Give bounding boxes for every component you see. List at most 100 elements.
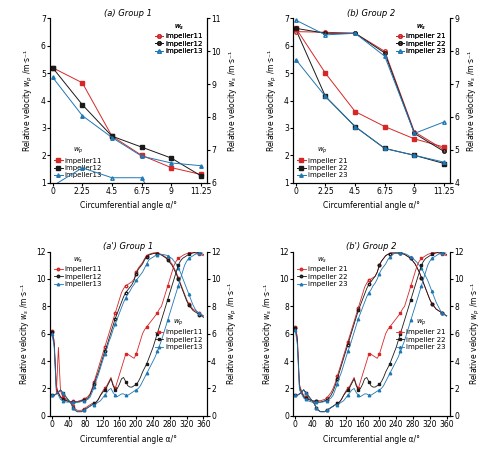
Line: impeller 22: impeller 22 (294, 28, 446, 165)
impeller 21 (441, 144, 447, 150)
impeller 22 (322, 94, 328, 99)
impeller13 (198, 265, 204, 271)
impeller 21 (309, 398, 315, 403)
impeller12 (190, 308, 196, 313)
impeller12 (127, 285, 133, 290)
impeller 22 (293, 25, 299, 31)
impeller12 (192, 249, 198, 255)
Line: impeller11: impeller11 (51, 66, 203, 176)
impeller11 (127, 280, 133, 286)
impeller 22 (370, 384, 376, 390)
Y-axis label: Relative velocity $w_p$ /m·s⁻¹: Relative velocity $w_p$ /m·s⁻¹ (470, 282, 482, 385)
impeller11 (190, 249, 196, 255)
impeller 23 (412, 152, 418, 158)
impeller 23 (424, 262, 430, 268)
X-axis label: Circumferential angle α/°: Circumferential angle α/° (323, 435, 420, 444)
impeller13 (138, 153, 144, 159)
Line: impeller 21: impeller 21 (294, 252, 448, 402)
Line: impeller 21: impeller 21 (294, 251, 448, 413)
impeller13 (188, 254, 194, 260)
Line: impeller 22: impeller 22 (294, 251, 448, 413)
impeller 22 (389, 250, 395, 256)
impeller13 (85, 396, 91, 402)
impeller 23 (293, 18, 299, 23)
impeller 23 (382, 54, 388, 59)
impeller12 (152, 250, 158, 256)
impeller 23 (396, 250, 402, 255)
impeller13 (109, 175, 115, 181)
impeller13 (168, 160, 174, 166)
impeller 23 (370, 283, 376, 289)
impeller 22 (382, 50, 388, 56)
impeller11 (109, 187, 115, 192)
impeller 21 (427, 297, 433, 302)
Title: (b') Group 2: (b') Group 2 (346, 242, 397, 251)
impeller13 (200, 313, 206, 319)
impeller 23 (309, 399, 315, 405)
impeller 21 (441, 147, 447, 152)
impeller11 (168, 224, 174, 230)
impeller 22 (422, 286, 428, 292)
impeller 21 (345, 339, 351, 345)
impeller11 (85, 394, 91, 400)
impeller 23 (370, 391, 376, 397)
impeller 21 (370, 275, 376, 280)
impeller 23 (352, 30, 358, 36)
impeller11 (66, 399, 72, 404)
impeller12 (198, 173, 204, 179)
impeller12 (85, 395, 91, 401)
impeller12 (74, 409, 80, 414)
impeller 21 (382, 124, 388, 129)
impeller11 (198, 172, 204, 177)
impeller13 (80, 113, 86, 118)
impeller13 (156, 252, 162, 257)
impeller12 (168, 264, 174, 269)
Title: (b) Group 2: (b) Group 2 (348, 9, 396, 18)
impeller12 (80, 224, 86, 230)
impeller11 (85, 403, 91, 409)
impeller11 (188, 249, 194, 255)
impeller11 (152, 250, 158, 255)
impeller12 (70, 399, 76, 405)
Legend: impeller 21, impeller 22, impeller 23: impeller 21, impeller 22, impeller 23 (395, 22, 446, 55)
impeller 22 (345, 387, 351, 393)
Line: impeller12: impeller12 (51, 66, 203, 177)
impeller 21 (382, 49, 388, 54)
impeller11 (190, 306, 196, 312)
impeller12 (138, 144, 144, 150)
impeller 21 (431, 249, 437, 255)
Line: impeller 23: impeller 23 (294, 251, 448, 403)
impeller 21 (424, 252, 430, 257)
impeller 23 (427, 283, 433, 289)
impeller 22 (292, 393, 298, 398)
impeller 23 (420, 276, 426, 282)
impeller13 (49, 331, 55, 336)
impeller13 (168, 226, 174, 231)
impeller13 (49, 393, 55, 398)
impeller 22 (352, 30, 358, 36)
Y-axis label: Relative velocity $w_p$ /m·s⁻¹: Relative velocity $w_p$ /m·s⁻¹ (266, 49, 278, 152)
impeller 23 (422, 274, 428, 279)
impeller12 (182, 254, 188, 260)
impeller 21 (389, 250, 395, 256)
impeller 23 (322, 94, 328, 99)
impeller12 (178, 258, 184, 264)
impeller11 (198, 267, 204, 273)
impeller 21 (370, 353, 376, 359)
impeller13 (138, 175, 144, 181)
Line: impeller 21: impeller 21 (294, 30, 446, 152)
impeller11 (102, 386, 107, 391)
impeller 21 (328, 405, 334, 410)
Line: impeller12: impeller12 (51, 225, 203, 273)
impeller 23 (412, 131, 418, 136)
impeller11 (168, 165, 174, 170)
Title: (a) Group 1: (a) Group 1 (104, 9, 152, 18)
impeller 21 (328, 390, 334, 395)
impeller 21 (412, 129, 418, 134)
impeller 21 (422, 286, 428, 292)
impeller 23 (292, 393, 298, 398)
impeller12 (168, 155, 174, 161)
impeller 23 (318, 409, 324, 414)
impeller 22 (444, 313, 450, 319)
impeller13 (102, 352, 107, 357)
